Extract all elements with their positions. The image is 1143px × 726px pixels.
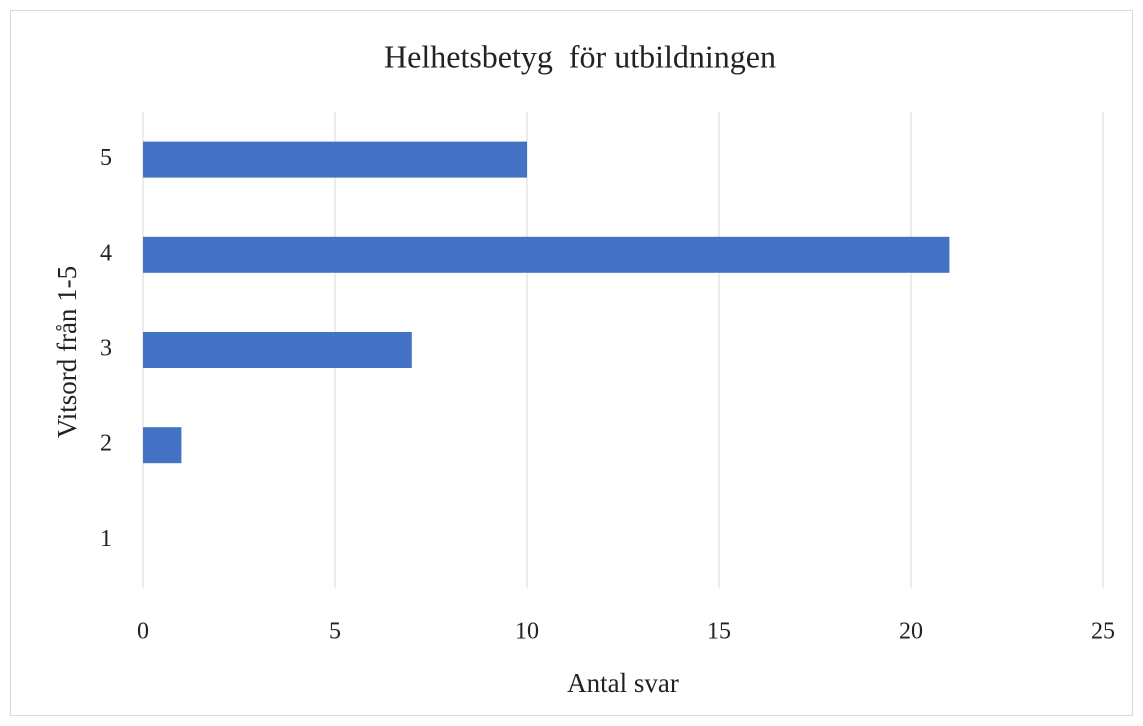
y-tick-label: 4 bbox=[100, 240, 112, 266]
bar bbox=[143, 141, 527, 178]
x-tick-label: 0 bbox=[137, 619, 149, 645]
y-tick-label: 3 bbox=[100, 336, 112, 362]
y-tick-label: 1 bbox=[100, 526, 112, 552]
x-tick-label: 25 bbox=[1091, 619, 1115, 645]
bar bbox=[143, 332, 412, 368]
x-axis-label: Antal svar bbox=[567, 668, 679, 698]
x-tick-label: 5 bbox=[329, 619, 341, 645]
x-tick-label: 15 bbox=[707, 619, 731, 645]
y-tick-label: 5 bbox=[100, 145, 112, 171]
chart-title: Helhetsbetyg för utbildningen bbox=[384, 38, 776, 74]
y-axis-label: Vitsord från 1-5 bbox=[52, 266, 82, 438]
x-tick-label: 10 bbox=[515, 619, 539, 645]
bar bbox=[143, 427, 182, 464]
y-tick-label: 2 bbox=[100, 431, 112, 457]
bar bbox=[143, 236, 950, 273]
x-tick-label: 20 bbox=[899, 619, 923, 645]
